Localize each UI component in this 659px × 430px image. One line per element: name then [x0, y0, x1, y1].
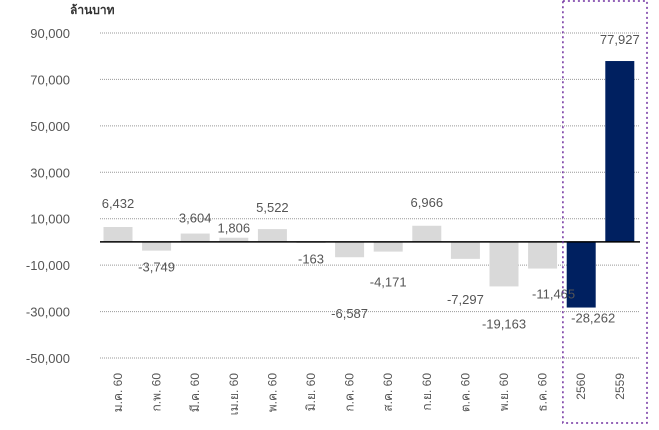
data-label: 6,432	[102, 196, 135, 211]
data-label: 5,522	[256, 200, 289, 215]
data-label: 77,927	[600, 32, 640, 47]
y-tick-label: -30,000	[26, 305, 70, 320]
y-tick-label: -50,000	[26, 351, 70, 366]
x-tick-label: ธ.ค. 60	[536, 373, 550, 412]
x-tick-label: 2560	[574, 373, 588, 400]
y-tick-label: 70,000	[30, 72, 70, 87]
bar	[450, 241, 480, 259]
data-label: 1,806	[218, 221, 251, 236]
bar	[489, 241, 519, 287]
data-label: -3,749	[138, 260, 175, 275]
x-tick-label: มิ.ย. 60	[304, 373, 318, 412]
x-tick-label: พ.ค. 60	[265, 373, 279, 413]
data-label: 3,604	[179, 211, 212, 226]
y-tick-label: 50,000	[30, 119, 70, 134]
bar	[335, 241, 365, 258]
annual-highlight-box	[562, 0, 648, 424]
bar	[373, 241, 403, 252]
bar	[257, 229, 287, 242]
bar	[142, 241, 172, 251]
bar	[605, 61, 635, 242]
bar	[219, 237, 249, 242]
data-label: -19,163	[482, 316, 526, 331]
bar	[103, 226, 133, 242]
data-label: -7,297	[447, 292, 484, 307]
bars	[103, 61, 635, 308]
data-label: -4,171	[370, 275, 407, 290]
y-tick-label: -10,000	[26, 258, 70, 273]
x-tick-label: ม.ค. 60	[111, 373, 125, 413]
x-tick-label: ก.ค. 60	[343, 373, 357, 412]
x-tick-label: ต.ค. 60	[458, 373, 472, 412]
data-label: -6,587	[331, 306, 368, 321]
unit-label: ล้านบาท	[70, 3, 115, 17]
x-tick-label: มี.ค. 60	[188, 373, 202, 413]
data-label: -11,465	[532, 287, 575, 302]
data-labels: 6,432 -3,749 3,604 1,806 5,522 -163 -6,587 -4,1…	[102, 32, 640, 331]
data-label: 6,966	[411, 195, 444, 210]
data-label: -28,262	[571, 311, 615, 326]
x-tick-label: ส.ค. 60	[381, 373, 395, 412]
x-tick-label: 2559	[613, 373, 627, 400]
x-tick-label: เม.ย. 60	[227, 373, 241, 416]
y-axis-ticks: 90,000 70,000 50,000 30,000 10,000 -10,000 -30…	[26, 26, 70, 366]
x-axis-ticks: ม.ค. 60 ก.พ. 60 มี.ค. 60 เม.ย. 60 พ.ค. 60 มิ.…	[111, 373, 627, 416]
x-tick-label: ก.ย. 60	[420, 373, 434, 411]
bar	[412, 225, 442, 242]
bar	[566, 241, 596, 308]
x-tick-label: ก.พ. 60	[150, 373, 164, 412]
data-label: -163	[298, 251, 324, 266]
y-tick-label: 10,000	[30, 212, 70, 227]
bar	[180, 233, 210, 242]
x-tick-label: พ.ย. 60	[497, 373, 511, 412]
y-tick-label: 90,000	[30, 26, 70, 41]
gridlines	[100, 32, 640, 359]
bar	[528, 241, 558, 269]
y-tick-label: 30,000	[30, 165, 70, 180]
